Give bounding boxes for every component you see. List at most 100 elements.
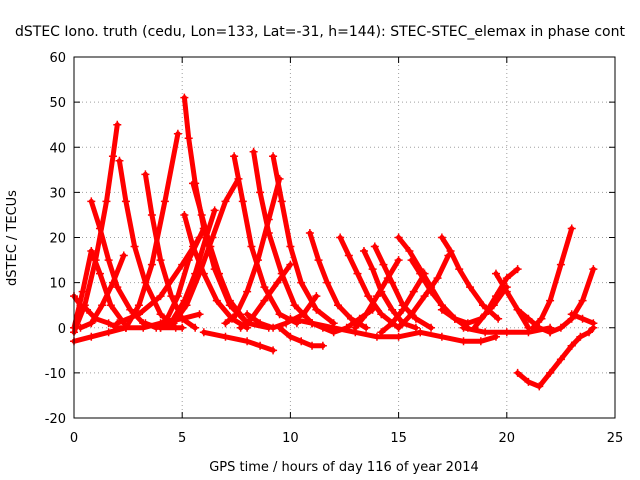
data-point-marker xyxy=(297,278,306,287)
data-point-marker xyxy=(273,278,282,287)
data-point-marker xyxy=(491,269,500,278)
data-point-marker xyxy=(411,314,420,323)
data-point-marker xyxy=(362,310,371,319)
data-point-marker xyxy=(377,328,386,337)
data-point-marker xyxy=(290,301,299,310)
data-point-marker xyxy=(336,233,345,242)
data-point-marker xyxy=(115,156,124,165)
data-point-marker xyxy=(95,269,104,278)
data-point-marker xyxy=(535,323,544,332)
data-point-marker xyxy=(221,319,230,328)
y-tick-label: -10 xyxy=(45,367,66,382)
data-point-marker xyxy=(286,332,295,341)
data-series-line xyxy=(201,329,276,353)
data-point-marker xyxy=(225,296,234,305)
data-point-marker xyxy=(388,278,397,287)
data-point-marker xyxy=(197,210,206,219)
data-point-marker xyxy=(191,269,200,278)
data-point-marker xyxy=(323,278,332,287)
data-point-marker xyxy=(407,256,416,265)
data-point-marker xyxy=(104,256,113,265)
data-point-marker xyxy=(184,256,193,265)
data-point-marker xyxy=(394,332,403,341)
data-point-marker xyxy=(383,274,392,283)
data-point-marker xyxy=(513,265,522,274)
x-axis-label: GPS time / hours of day 116 of year 2014 xyxy=(209,460,479,475)
data-point-marker xyxy=(78,287,87,296)
data-point-marker xyxy=(160,197,169,206)
data-point-marker xyxy=(427,323,436,332)
data-point-marker xyxy=(388,319,397,328)
data-point-marker xyxy=(113,283,122,292)
data-point-marker xyxy=(134,310,143,319)
data-point-marker xyxy=(405,247,414,256)
data-point-marker xyxy=(314,256,323,265)
data-point-marker xyxy=(446,247,455,256)
data-series-line xyxy=(270,153,337,326)
data-point-marker xyxy=(87,319,96,328)
data-point-marker xyxy=(87,332,96,341)
x-tick-label: 0 xyxy=(70,431,78,446)
data-point-marker xyxy=(184,134,193,143)
data-series-line xyxy=(372,244,434,331)
data-point-marker xyxy=(491,292,500,301)
data-point-marker xyxy=(589,265,598,274)
data-point-marker xyxy=(98,301,107,310)
data-point-marker xyxy=(388,305,397,314)
data-point-marker xyxy=(134,301,143,310)
data-point-marker xyxy=(87,197,96,206)
data-point-marker xyxy=(247,242,256,251)
data-point-marker xyxy=(104,319,113,328)
data-point-marker xyxy=(275,310,284,319)
data-point-marker xyxy=(206,242,215,251)
data-point-marker xyxy=(260,296,269,305)
data-point-marker xyxy=(567,341,576,350)
data-point-marker xyxy=(269,346,278,355)
data-point-marker xyxy=(450,314,459,323)
data-point-marker xyxy=(407,310,416,319)
data-point-marker xyxy=(221,197,230,206)
data-point-marker xyxy=(398,305,407,314)
y-tick-label: 60 xyxy=(49,51,66,66)
data-point-marker xyxy=(256,188,265,197)
data-point-marker xyxy=(567,224,576,233)
data-point-marker xyxy=(502,328,511,337)
x-tick-label: 20 xyxy=(499,431,516,446)
data-point-marker xyxy=(535,382,544,391)
data-point-marker xyxy=(191,323,200,332)
data-point-marker xyxy=(189,179,198,188)
data-point-marker xyxy=(76,323,85,332)
data-point-marker xyxy=(334,301,343,310)
data-point-marker xyxy=(243,287,252,296)
x-tick-label: 5 xyxy=(178,431,186,446)
data-point-marker xyxy=(494,314,503,323)
data-series-line xyxy=(181,212,250,331)
data-point-marker xyxy=(379,260,388,269)
data-point-marker xyxy=(210,206,219,215)
data-point-marker xyxy=(171,323,180,332)
data-point-marker xyxy=(524,328,533,337)
data-point-marker xyxy=(236,323,245,332)
data-point-marker xyxy=(180,210,189,219)
y-tick-label: 10 xyxy=(49,277,66,292)
data-point-marker xyxy=(394,256,403,265)
data-point-marker xyxy=(269,323,278,332)
data-point-marker xyxy=(351,323,360,332)
data-point-marker xyxy=(286,314,295,323)
data-point-marker xyxy=(409,287,418,296)
data-point-marker xyxy=(282,319,291,328)
data-point-marker xyxy=(108,152,117,161)
data-point-marker xyxy=(141,170,150,179)
data-point-marker xyxy=(256,341,265,350)
data-point-marker xyxy=(411,323,420,332)
data-point-marker xyxy=(113,120,122,129)
data-point-marker xyxy=(130,242,139,251)
data-point-marker xyxy=(433,274,442,283)
data-series-line xyxy=(142,171,198,331)
data-point-marker xyxy=(476,337,485,346)
data-point-marker xyxy=(481,328,490,337)
data-point-marker xyxy=(312,292,321,301)
data-series-line xyxy=(493,271,531,331)
data-point-marker xyxy=(121,323,130,332)
data-point-marker xyxy=(156,292,165,301)
